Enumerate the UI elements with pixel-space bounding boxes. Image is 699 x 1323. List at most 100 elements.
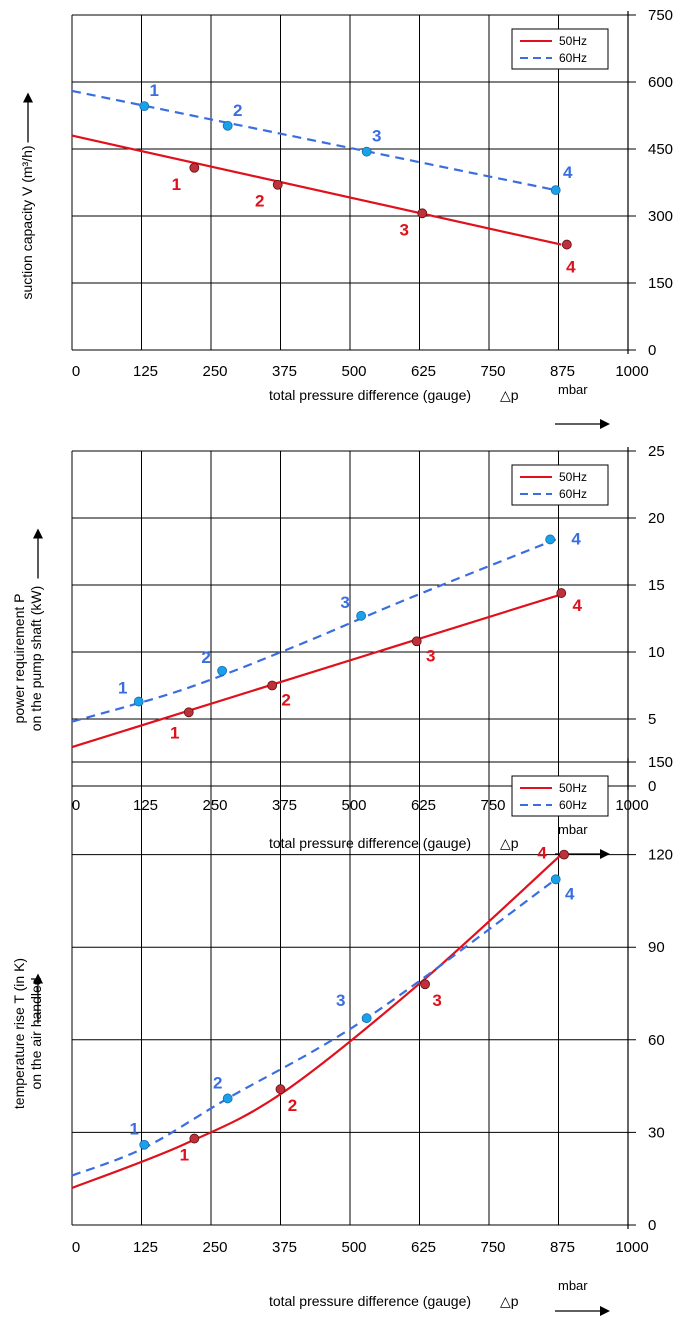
x-tick-label: 875 [550, 363, 575, 380]
legend-label: 50Hz [559, 781, 587, 795]
x-unit-label: mbar [558, 1278, 588, 1293]
x-axis-label: total pressure difference (gauge) [269, 387, 471, 403]
point-label: 4 [573, 596, 583, 615]
y-axis-label: suction capacity V (m³/h) [19, 145, 35, 299]
data-point [420, 979, 430, 990]
data-point [189, 162, 200, 173]
x-axis-label: total pressure difference (gauge) [269, 835, 471, 851]
x-axis-symbol: △p [500, 835, 519, 851]
x-arrow-head [600, 1306, 610, 1316]
x-tick-label: 250 [202, 1239, 227, 1256]
x-tick-label: 875 [550, 1239, 575, 1256]
legend-label: 50Hz [559, 34, 587, 48]
data-point [222, 1093, 233, 1104]
data-point [559, 849, 569, 860]
data-point [217, 665, 228, 676]
x-tick-label: 1000 [615, 1239, 648, 1256]
point-label: 3 [372, 127, 381, 146]
data-point [222, 120, 233, 131]
legend-label: 60Hz [559, 51, 587, 65]
data-point [267, 680, 278, 691]
y-tick-label: 90 [648, 939, 665, 956]
x-tick-label: 500 [341, 797, 366, 814]
point-label: 1 [150, 81, 159, 100]
y-tick-label: 10 [648, 644, 665, 661]
data-point [272, 179, 283, 190]
point-label: 3 [432, 991, 441, 1010]
x-tick-label: 625 [411, 1239, 436, 1256]
y-axis-label: on the pump shaft (kW) [28, 586, 44, 732]
point-label: 4 [566, 258, 576, 277]
y-axis-label: on the air handled [28, 977, 44, 1089]
data-point [545, 534, 556, 545]
y-tick-label: 5 [648, 711, 656, 728]
point-label: 4 [571, 529, 581, 548]
data-point [417, 208, 428, 219]
point-label: 3 [336, 991, 345, 1010]
x-tick-label: 1000 [615, 797, 648, 814]
series-line-50Hz [71, 134, 562, 246]
x-unit-label: mbar [558, 822, 588, 837]
x-tick-label: 125 [133, 1239, 158, 1256]
data-point [550, 185, 561, 195]
data-point [556, 588, 567, 598]
point-label: 3 [340, 593, 349, 612]
x-tick-label: 500 [341, 1239, 366, 1256]
y-tick-label: 150 [648, 754, 673, 771]
y-arrow-head [33, 528, 43, 539]
data-point [139, 1139, 150, 1150]
data-point [550, 874, 561, 885]
point-label: 3 [400, 220, 409, 239]
series-line-60Hz [71, 878, 557, 1177]
y-tick-label: 750 [648, 7, 673, 24]
y-axis-label: temperature rise T (in K) [11, 958, 27, 1109]
y-arrow-head [23, 92, 33, 103]
y-tick-label: 15 [648, 577, 665, 594]
x-arrow-head [600, 849, 610, 859]
data-point [356, 610, 367, 621]
data-point [361, 1013, 372, 1024]
chart-1: 0 125 250 375 500 625 750 875 100001503004506007… [19, 7, 673, 429]
legend-box [511, 775, 609, 817]
y-tick-label: 450 [648, 141, 673, 158]
x-tick-label: 0 [72, 363, 80, 380]
y-tick-label: 120 [648, 847, 673, 864]
data-point [189, 1133, 200, 1144]
series-line-60Hz [71, 538, 557, 723]
point-label: 1 [170, 723, 179, 742]
x-tick-label: 750 [480, 797, 505, 814]
point-label: 2 [213, 1073, 222, 1092]
x-axis-symbol: △p [500, 1293, 519, 1309]
data-point [361, 146, 372, 157]
y-tick-label: 25 [648, 443, 665, 460]
point-label: 2 [255, 192, 264, 211]
y-tick-label: 0 [648, 342, 656, 359]
x-tick-label: 0 [72, 1239, 80, 1256]
x-tick-label: 125 [133, 797, 158, 814]
y-tick-label: 60 [648, 1032, 665, 1049]
series-line-50Hz [71, 593, 562, 749]
data-point [275, 1084, 286, 1095]
point-label: 1 [130, 1120, 139, 1139]
chart-3: 0 125 250 375 500 625 750 875 10000306090120150t… [11, 754, 673, 1316]
x-tick-label: 625 [411, 797, 436, 814]
x-unit-label: mbar [558, 382, 588, 397]
x-tick-label: 375 [272, 1239, 297, 1256]
point-label: 1 [118, 679, 127, 698]
x-tick-label: 125 [133, 363, 158, 380]
point-label: 2 [201, 648, 210, 667]
data-point [139, 101, 150, 112]
y-arrow-head [33, 973, 43, 984]
point-label: 2 [288, 1096, 297, 1115]
x-axis-label: total pressure difference (gauge) [269, 1293, 471, 1309]
point-label: 4 [537, 844, 547, 863]
chart-2: 012525037550062575087510000510152025tota… [11, 443, 665, 859]
x-axis-symbol: △p [500, 387, 519, 403]
x-tick-label: 0 [72, 797, 80, 814]
data-point [183, 707, 194, 718]
x-tick-label: 750 [480, 363, 505, 380]
legend-box [511, 28, 609, 70]
point-label: 1 [172, 175, 181, 194]
data-point [561, 239, 572, 250]
point-label: 2 [281, 691, 290, 710]
